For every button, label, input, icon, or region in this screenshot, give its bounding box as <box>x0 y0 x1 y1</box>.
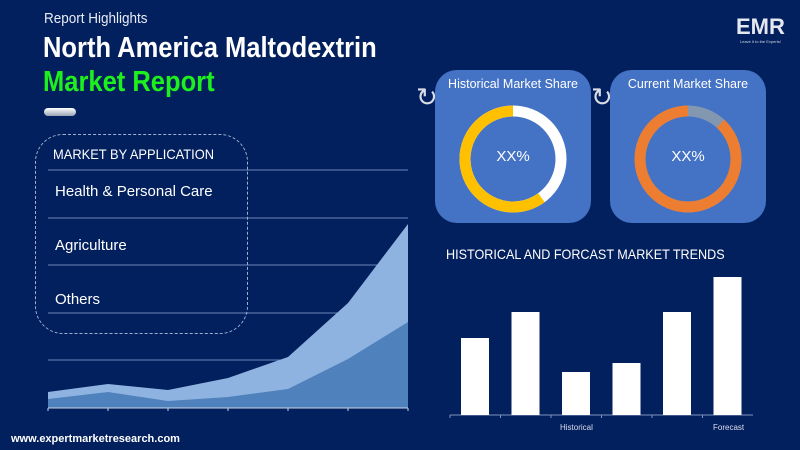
card-label: Historical Market Share <box>448 77 578 91</box>
donut-chart <box>459 105 567 213</box>
application-item: Health & Personal Care <box>55 183 213 200</box>
donut-share <box>634 105 742 213</box>
logo-tagline: Leave it to the Experts! <box>740 39 781 44</box>
card-label: Current Market Share <box>627 77 749 91</box>
application-box <box>35 134 248 334</box>
curved-arrow-icon: ↻ <box>591 82 613 112</box>
page-subtitle: Market Report <box>43 66 215 98</box>
logo-text: EMR <box>736 14 785 39</box>
historical-share-card: Historical Market Share XX% <box>435 70 591 223</box>
bar <box>511 312 540 415</box>
donut-share <box>459 105 567 213</box>
trends-title: HISTORICAL AND FORCAST MARKET TRENDS <box>446 246 725 262</box>
card-value: XX% <box>671 148 705 165</box>
application-item: Others <box>55 291 101 308</box>
area-series-0 <box>48 224 408 408</box>
bar <box>461 338 489 415</box>
decorative-pill <box>44 108 76 116</box>
bar <box>713 277 742 415</box>
card-value: XX% <box>496 148 530 165</box>
x-label-historical: Historical <box>560 423 593 432</box>
page-title: North America Maltodextrin <box>43 32 377 64</box>
application-item: Agriculture <box>55 237 127 254</box>
bar <box>663 312 691 415</box>
donut-chart <box>634 105 742 213</box>
current-share-card: Current Market Share XX% <box>610 70 766 223</box>
eyebrow: Report Highlights <box>44 10 148 27</box>
emr-logo: EMR Leave it to the Experts! <box>728 10 788 50</box>
footer-url[interactable]: www.expertmarketresearch.com <box>11 433 180 445</box>
x-label-forecast: Forecast <box>713 423 745 432</box>
bar <box>562 372 590 415</box>
bar <box>612 363 641 415</box>
application-heading: MARKET BY APPLICATION <box>53 146 215 162</box>
curved-arrow-icon: ↻ <box>416 82 438 112</box>
area-series-1 <box>48 322 408 408</box>
